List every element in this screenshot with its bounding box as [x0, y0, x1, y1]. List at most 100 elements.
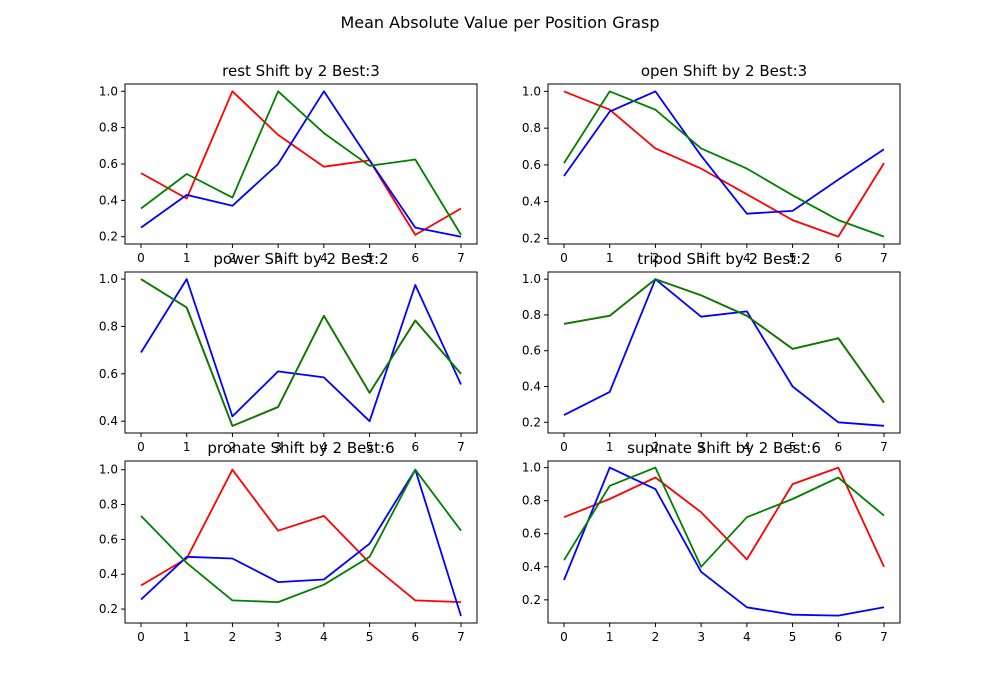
- axes-frame: [124, 271, 478, 434]
- x-tick-label: 2: [229, 251, 237, 265]
- x-tick-label: 3: [697, 251, 705, 265]
- subplot-title: tripod Shift by 2 Best:2: [637, 250, 810, 268]
- x-tick-label: 5: [789, 251, 797, 265]
- x-tick-label: 2: [652, 440, 660, 454]
- x-tick-label: 7: [880, 440, 888, 454]
- x-tick-label: 7: [457, 440, 465, 454]
- series-line-3: [140, 90, 462, 236]
- series-line-3: [563, 90, 885, 238]
- y-tick-label: 0.6: [522, 344, 541, 358]
- x-tick-label: 1: [183, 251, 191, 265]
- x-tick-label: 5: [366, 630, 374, 644]
- x-tick-label: 7: [880, 630, 888, 644]
- x-tick-label: 1: [606, 630, 614, 644]
- y-tick-label: 1.0: [99, 463, 118, 477]
- figure-title: Mean Absolute Value per Position Grasp: [340, 13, 659, 32]
- x-tick-label: 3: [274, 251, 282, 265]
- x-tick-label: 7: [880, 251, 888, 265]
- y-tick-label: 0.2: [99, 602, 118, 616]
- x-tick-label: 0: [137, 630, 145, 644]
- x-tick-label: 0: [560, 440, 568, 454]
- x-tick-label: 2: [229, 630, 237, 644]
- x-tick-label: 6: [834, 251, 842, 265]
- x-tick-label: 6: [411, 440, 419, 454]
- series-line-3: [563, 466, 885, 568]
- x-tick-label: 6: [411, 251, 419, 265]
- y-tick-label: 0.4: [522, 560, 541, 574]
- x-tick-label: 2: [652, 251, 660, 265]
- subplot-5: 0 1 2 3 4 5 6 7 0.2 0.4 0.6 0.8 1.0 pronate Shift by …: [99, 439, 478, 644]
- subplot-1: 0 1 2 3 4 5 6 7 0.2 0.4 0.6 0.8 1.0 rest Shift by 2 B…: [99, 62, 478, 265]
- subplot-title: power Shift by 2 Best:2: [213, 250, 388, 268]
- y-tick-label: 0.2: [522, 415, 541, 429]
- axes-frame: [124, 83, 478, 245]
- x-tick-label: 6: [834, 440, 842, 454]
- y-tick-label: 1.0: [522, 84, 541, 98]
- x-tick-label: 0: [137, 440, 145, 454]
- x-tick-label: 5: [366, 440, 374, 454]
- x-tick-label: 4: [743, 440, 751, 454]
- x-tick-label: 4: [320, 251, 328, 265]
- y-tick-label: 0.2: [99, 230, 118, 244]
- y-tick-label: 0.6: [99, 367, 118, 381]
- series-line-1: [140, 90, 462, 236]
- series-line-2: [140, 90, 462, 238]
- x-tick-label: 7: [457, 251, 465, 265]
- y-tick-label: 0.2: [522, 593, 541, 607]
- subplot-title: open Shift by 2 Best:3: [641, 62, 807, 80]
- y-tick-label: 0.4: [522, 379, 541, 393]
- y-tick-label: 0.2: [522, 231, 541, 245]
- series-line-2: [563, 278, 885, 427]
- y-tick-label: 1.0: [522, 272, 541, 286]
- series-line-1: [563, 90, 885, 238]
- series-line-1: [140, 278, 462, 427]
- y-tick-label: 0.6: [522, 527, 541, 541]
- subplot-title: rest Shift by 2 Best:3: [222, 62, 380, 80]
- x-tick-label: 1: [606, 440, 614, 454]
- subplot-6: 0 1 2 3 4 5 6 7 0.2 0.4 0.6 0.8 1.0 supinate Shift by…: [522, 439, 901, 644]
- y-tick-label: 0.4: [99, 414, 118, 428]
- subplot-4: 0 1 2 3 4 5 6 7 0.2 0.4 0.6 0.8 1.0 tripod Shift by 2…: [522, 250, 901, 454]
- subplot-2: 0 1 2 3 4 5 6 7 0.2 0.4 0.6 0.8 1.0 open Shift by 2 B…: [522, 62, 901, 265]
- subplot-grid: 0 1 2 3 4 5 6 7 0.2 0.4 0.6 0.8 1.0 rest Shift by 2 B…: [99, 62, 901, 644]
- subplot-title: pronate Shift by 2 Best:6: [207, 439, 394, 457]
- x-tick-label: 3: [274, 440, 282, 454]
- y-tick-label: 0.4: [99, 567, 118, 581]
- x-tick-label: 4: [743, 630, 751, 644]
- x-tick-label: 5: [789, 440, 797, 454]
- y-tick-label: 0.4: [522, 195, 541, 209]
- x-tick-label: 5: [789, 630, 797, 644]
- series-line-1: [140, 468, 462, 603]
- x-tick-label: 1: [606, 251, 614, 265]
- y-tick-label: 1.0: [99, 84, 118, 98]
- y-tick-label: 0.6: [522, 158, 541, 172]
- x-tick-label: 3: [697, 630, 705, 644]
- x-tick-label: 3: [274, 630, 282, 644]
- x-tick-label: 4: [743, 251, 751, 265]
- x-tick-label: 6: [411, 630, 419, 644]
- y-tick-label: 0.8: [99, 121, 118, 135]
- series-line-1: [563, 466, 885, 568]
- subplot-3: 0 1 2 3 4 5 6 7 0.4 0.6 0.8 1.0 power Shift by 2 Bes…: [99, 250, 478, 454]
- x-tick-label: 2: [229, 440, 237, 454]
- x-tick-label: 3: [697, 440, 705, 454]
- y-tick-label: 0.8: [522, 308, 541, 322]
- y-tick-label: 1.0: [522, 461, 541, 475]
- x-tick-label: 0: [137, 251, 145, 265]
- x-tick-label: 0: [560, 630, 568, 644]
- x-tick-label: 7: [457, 630, 465, 644]
- series-line-2: [563, 466, 885, 617]
- y-tick-label: 1.0: [99, 272, 118, 286]
- y-tick-label: 0.8: [99, 498, 118, 512]
- x-tick-label: 0: [560, 251, 568, 265]
- x-tick-label: 4: [320, 440, 328, 454]
- axes-frame: [124, 460, 478, 624]
- series-line-3: [140, 468, 462, 603]
- y-tick-label: 0.6: [99, 157, 118, 171]
- series-line-3: [140, 278, 462, 427]
- series-line-2: [140, 468, 462, 617]
- x-tick-label: 1: [183, 440, 191, 454]
- y-tick-label: 0.6: [99, 532, 118, 546]
- y-tick-label: 0.8: [522, 494, 541, 508]
